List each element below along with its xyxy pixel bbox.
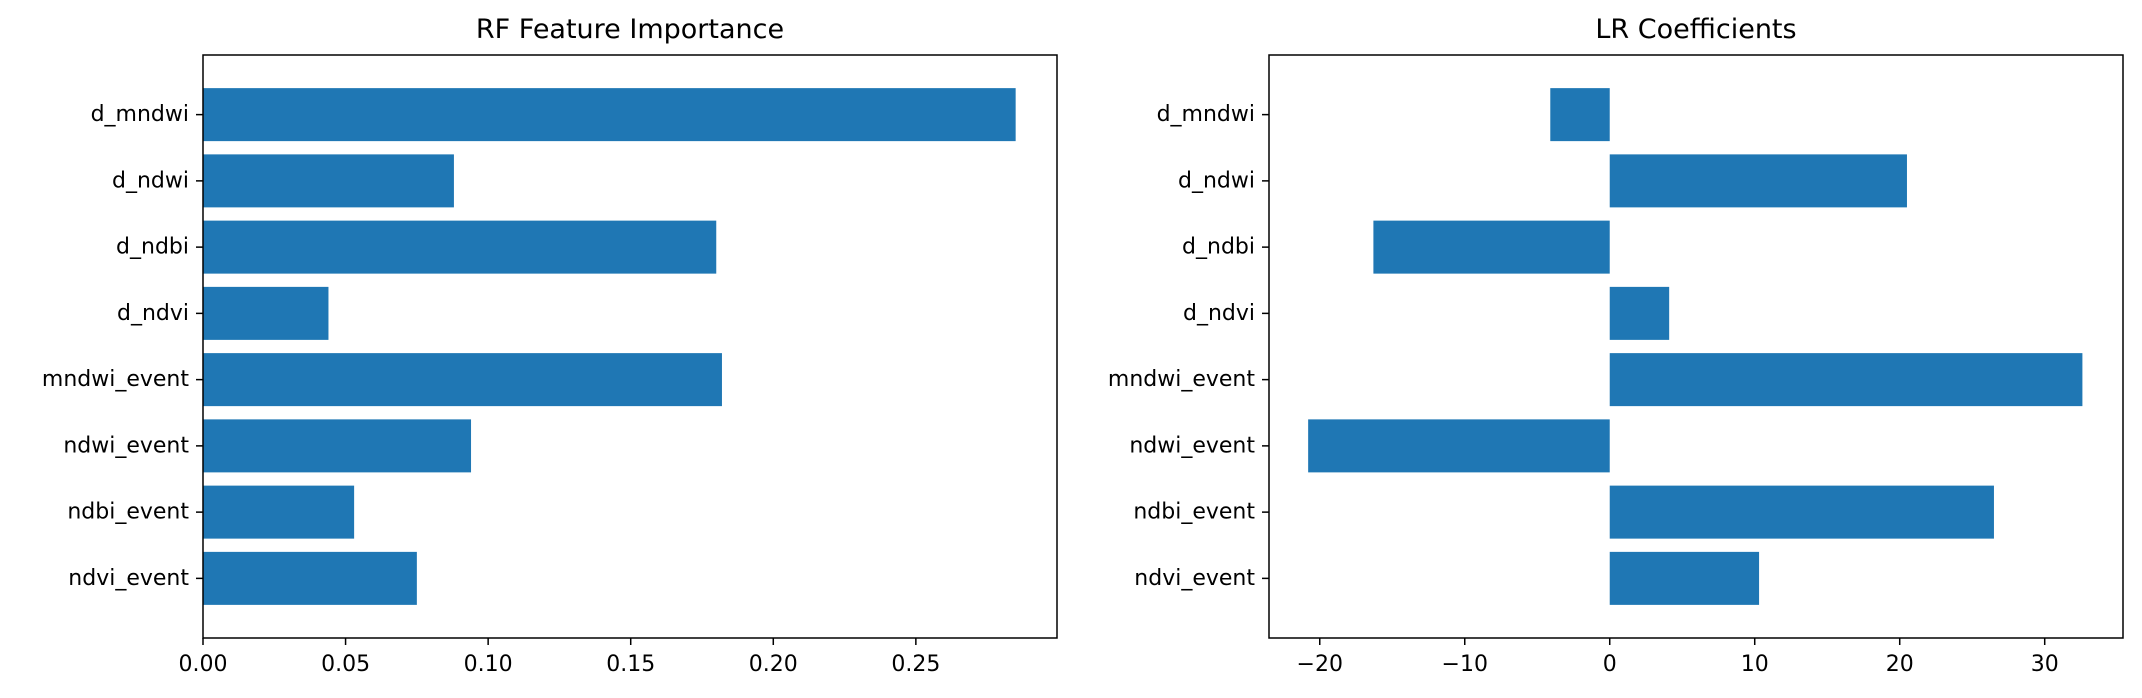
x-tick-label: −20 xyxy=(1297,652,1343,677)
lr-coefficients-chart: LR Coefficients d_mndwi d_ndwi d_ndbi d_ndvi… xyxy=(1108,14,2124,677)
chart-title: RF Feature Importance xyxy=(476,14,784,45)
x-tick-label: 0 xyxy=(1603,652,1617,677)
bar-d-mndwi xyxy=(203,88,1016,142)
x-tick-label: 10 xyxy=(1741,652,1769,677)
y-tick-label-d-ndvi: d_ndvi xyxy=(117,301,189,326)
y-tick-label-ndvi-event: ndvi_event xyxy=(68,566,189,591)
bar-d-ndwi xyxy=(1609,154,1907,208)
bar-d-ndbi xyxy=(203,220,717,274)
rf-feature-importance-chart: RF Feature Importance d_mndwi d_ndwi d_ndbi… xyxy=(42,14,1058,677)
y-tick-label-mndwi-event: mndwi_event xyxy=(1108,367,1255,392)
bar-d-ndvi xyxy=(1609,286,1670,340)
x-tick-label: 0.05 xyxy=(321,652,370,677)
x-tick-label: 30 xyxy=(2031,652,2059,677)
bar-d-mndwi xyxy=(1550,88,1610,142)
bar-d-ndwi xyxy=(203,154,454,208)
axes-frame xyxy=(1268,54,2124,639)
y-tick-label-ndbi-event: ndbi_event xyxy=(1133,500,1255,525)
bar-ndbi-event xyxy=(203,485,355,539)
y-tick-label-d-ndbi: d_ndbi xyxy=(1182,235,1255,260)
x-tick-label: 0.25 xyxy=(891,652,940,677)
x-tick-label: −10 xyxy=(1442,652,1488,677)
y-tick-label-d-ndwi: d_ndwi xyxy=(112,168,189,193)
x-tick-label: 0.00 xyxy=(179,652,228,677)
y-tick-label-d-ndvi: d_ndvi xyxy=(1183,301,1255,326)
y-tick-label-ndwi-event: ndwi_event xyxy=(63,433,189,458)
bar-ndwi-event xyxy=(1308,419,1610,473)
x-tick-label: 20 xyxy=(1886,652,1914,677)
x-tick-label: 0.20 xyxy=(749,652,798,677)
bar-ndvi-event xyxy=(1609,551,1760,605)
y-tick-label-ndvi-event: ndvi_event xyxy=(1134,566,1255,591)
bar-ndvi-event xyxy=(203,551,417,605)
bar-mndwi-event xyxy=(1609,353,2083,407)
bar-mndwi-event xyxy=(203,353,722,407)
y-tick-label-ndwi-event: ndwi_event xyxy=(1129,433,1255,458)
y-tick-label-d-ndwi: d_ndwi xyxy=(1178,168,1255,193)
y-tick-label-d-mndwi: d_mndwi xyxy=(1157,102,1255,127)
y-tick-label-d-mndwi: d_mndwi xyxy=(91,102,189,127)
x-tick-label: 0.15 xyxy=(606,652,655,677)
bar-d-ndbi xyxy=(1373,220,1610,274)
bar-d-ndvi xyxy=(203,286,329,340)
bar-ndbi-event xyxy=(1609,485,1994,539)
x-tick-label: 0.10 xyxy=(464,652,513,677)
axes-frame xyxy=(202,54,1058,639)
y-tick-label-mndwi-event: mndwi_event xyxy=(42,367,189,392)
y-tick-label-d-ndbi: d_ndbi xyxy=(116,235,189,260)
y-tick-label-ndbi-event: ndbi_event xyxy=(67,500,189,525)
bar-ndwi-event xyxy=(203,419,472,473)
chart-title: LR Coefficients xyxy=(1595,14,1796,45)
